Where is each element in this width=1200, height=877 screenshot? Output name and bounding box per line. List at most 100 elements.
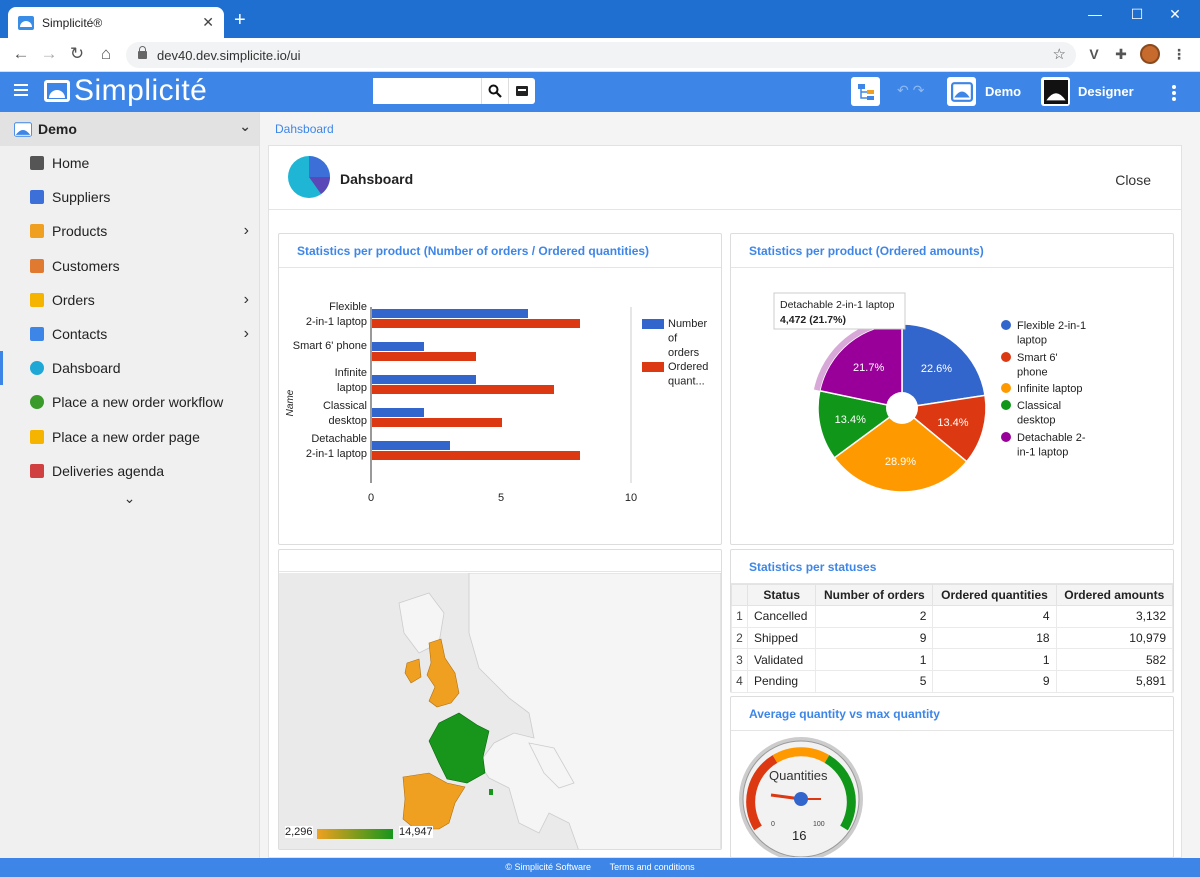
sidebar-item-place-a-new-order-page[interactable]: Place a new order page (0, 420, 259, 454)
logo-text: Simplicité (74, 74, 208, 107)
map-region-iberia[interactable] (402, 772, 466, 830)
new-tab-icon[interactable]: + (234, 9, 246, 31)
bar[interactable] (372, 418, 502, 427)
terms-link[interactable]: Terms and conditions (609, 862, 695, 872)
demo-scope-icon[interactable] (947, 77, 976, 106)
designer-scope-icon[interactable] (1041, 77, 1070, 106)
sidebar-item-home[interactable]: Home (0, 146, 259, 180)
bar[interactable] (372, 309, 528, 318)
maximize-icon[interactable]: ☐ (1130, 6, 1144, 22)
sidebar-group-demo[interactable]: Demo ⌄ (0, 112, 259, 146)
pie-slice-label: 22.6% (921, 363, 952, 375)
tooltip-box (773, 292, 906, 330)
contact-icon (30, 327, 44, 342)
tab-title: Simplicité® (42, 15, 103, 30)
sidebar-group-label: Demo (38, 121, 77, 137)
legend-label[interactable]: Detachable 2-in-1 laptop (1017, 432, 1086, 459)
table-header[interactable]: Number of orders (815, 584, 934, 606)
bar[interactable] (372, 385, 554, 394)
bar[interactable] (372, 319, 580, 328)
sidebar-item-dahsboard[interactable]: Dahsboard (0, 351, 259, 386)
designer-tree-icon[interactable] (851, 77, 880, 106)
map-region-ireland[interactable] (404, 658, 422, 684)
logo-mark-icon (44, 80, 70, 102)
legend-swatch (642, 319, 664, 329)
reload-icon[interactable]: ↻ (69, 44, 85, 63)
extensions-puzzle-icon[interactable]: ✚ (1115, 46, 1127, 62)
extension-v-icon[interactable]: V (1089, 46, 1099, 62)
legend-label[interactable]: Classical desktop (1017, 400, 1061, 427)
chevron-right-icon[interactable]: › (243, 222, 249, 240)
window-close-icon[interactable]: ✕ (1169, 6, 1181, 22)
back-icon[interactable]: ← (12, 44, 30, 63)
pie-slice[interactable] (817, 389, 904, 459)
user-label[interactable]: Designer (1078, 84, 1134, 99)
sidebar-item-deliveries-agenda[interactable]: Deliveries agenda (0, 454, 259, 488)
pie-slice[interactable] (901, 323, 986, 409)
browser-menu-icon[interactable]: ⋮ (1172, 46, 1186, 62)
legend-dot (1001, 400, 1011, 410)
chevron-right-icon[interactable]: › (243, 325, 249, 343)
sidebar-item-orders[interactable]: Orders › (0, 283, 259, 317)
bar[interactable] (372, 352, 476, 361)
table-row[interactable]: 4 Pending 5 9 5,891 (731, 670, 1174, 693)
dashboard-header: Dahsboard Close (269, 146, 1181, 210)
search-icon[interactable] (481, 78, 508, 104)
sidebar-item-place-a-new-order-workflow[interactable]: Place a new order workflow (0, 385, 259, 419)
sidebar-item-products[interactable]: Products › (0, 214, 259, 248)
bar[interactable] (372, 451, 580, 460)
tab-close-icon[interactable]: ✕ (202, 14, 214, 30)
search-input[interactable] (373, 78, 481, 104)
bar[interactable] (372, 342, 424, 351)
bar[interactable] (372, 441, 450, 450)
table-cell: 10,979 (1055, 626, 1174, 650)
europe-map[interactable] (279, 573, 721, 850)
menu-toggle-icon[interactable] (14, 84, 28, 96)
sidebar-more-icon[interactable]: ⌄ (123, 489, 136, 506)
legend-label[interactable]: Flexible 2-in-1 laptop (1017, 320, 1086, 347)
gauge-value: 16 (792, 828, 807, 843)
breadcrumb[interactable]: Dahsboard (275, 122, 334, 136)
legend-label[interactable]: Smart 6' phone (1017, 352, 1058, 379)
gauge-card: Average quantity vs max quantity Quantit… (730, 696, 1174, 858)
bookmark-star-icon[interactable]: ☆ (1052, 46, 1066, 63)
search-scope-icon[interactable] (508, 78, 535, 104)
table-header[interactable]: Status (746, 584, 817, 606)
browser-tab[interactable]: Simplicité® ✕ (8, 7, 224, 38)
simplicite-logo[interactable]: Simplicité (44, 74, 207, 108)
sidebar-item-contacts[interactable]: Contacts › (0, 317, 259, 351)
legend-label[interactable]: Number of orders (668, 318, 707, 359)
pie-tooltip: Detachable 2-in-1 laptop 4,472 (21.7%) (773, 292, 906, 330)
table-header[interactable]: Ordered amounts (1055, 584, 1174, 606)
category-label: Classical desktop (323, 400, 367, 427)
sidebar-item-customers[interactable]: Customers (0, 249, 259, 283)
bar[interactable] (372, 408, 424, 417)
minimize-icon[interactable]: — (1088, 6, 1102, 22)
forward-icon[interactable]: → (40, 44, 58, 63)
gauge-max-label: 100 (813, 821, 825, 828)
pie-slice[interactable] (833, 407, 968, 493)
undo-redo-icon[interactable]: ↶↷ (897, 82, 929, 98)
app-menu-icon[interactable] (1172, 85, 1176, 103)
map-region-uk[interactable] (426, 638, 460, 708)
table-row[interactable]: 1 Cancelled 2 4 3,132 (731, 605, 1174, 628)
close-button[interactable]: Close (1115, 172, 1151, 188)
scope-label[interactable]: Demo (985, 84, 1022, 99)
table-row[interactable]: 2 Shipped 9 18 10,979 (731, 626, 1174, 650)
table-row[interactable]: 3 Validated 1 1 582 (731, 648, 1174, 672)
calendar-icon (30, 463, 44, 478)
map-region-france[interactable] (428, 712, 490, 784)
chevron-right-icon[interactable]: › (243, 290, 249, 308)
bar[interactable] (372, 375, 476, 384)
tooltip-name: Detachable 2-in-1 laptop (780, 299, 895, 311)
x-tick-label: 0 (368, 492, 374, 504)
profile-avatar[interactable] (1140, 44, 1160, 64)
legend-label[interactable]: Ordered quant... (668, 361, 708, 388)
url-field[interactable]: dev40.dev.simplicite.io/ui ☆ (126, 42, 1076, 68)
legend-label[interactable]: Infinite laptop (1017, 383, 1082, 395)
chevron-down-icon[interactable]: ⌄ (239, 118, 251, 134)
pie-slice[interactable] (900, 394, 987, 463)
sidebar-item-suppliers[interactable]: Suppliers (0, 180, 259, 214)
table-header[interactable]: Ordered quantities (932, 584, 1057, 606)
home-nav-icon[interactable]: ⌂ (100, 44, 112, 63)
